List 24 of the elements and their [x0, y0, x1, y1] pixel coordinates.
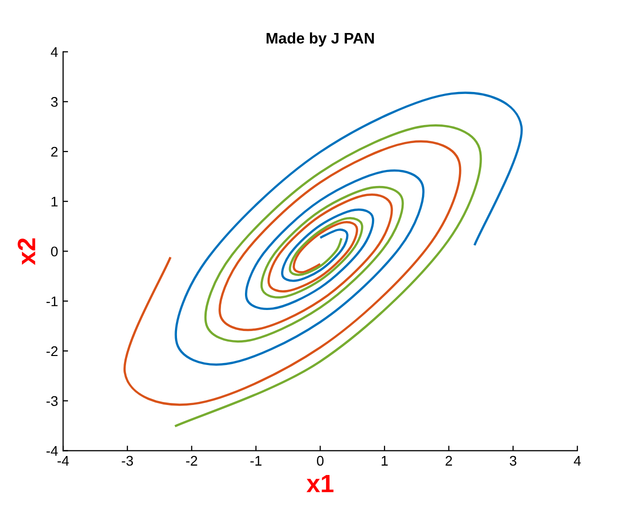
y-tick-label: -4: [46, 446, 58, 456]
y-tick-label: 2: [51, 146, 58, 157]
y-tick-label: 0: [51, 246, 58, 256]
y-tick-label: 3: [51, 96, 58, 107]
x-tick-label: 3: [510, 456, 516, 466]
y-tick-label: -3: [46, 396, 58, 406]
x-tick-label: -3: [122, 456, 133, 466]
x-tick-label: -4: [58, 456, 69, 466]
x-tick-label: -2: [186, 456, 198, 466]
line-series: [124, 140, 461, 406]
line-series: [174, 124, 482, 428]
y-tick-label: -1: [46, 296, 58, 306]
x-tick-label: 1: [382, 456, 388, 466]
x-tick-label: 2: [446, 456, 452, 466]
x-tick-label: 0: [316, 456, 324, 466]
y-tick-label: 1: [52, 196, 58, 206]
chart-title: Made by J PAN: [266, 32, 374, 47]
line-series: [175, 92, 523, 366]
y-tick-label: -2: [46, 346, 58, 356]
y-axis-title: x2: [18, 238, 36, 265]
x-axis-title: x1: [306, 474, 334, 492]
x-tick-label: -1: [250, 456, 262, 466]
x-tick-label: 4: [574, 456, 581, 466]
y-tick-label: 4: [50, 47, 58, 57]
